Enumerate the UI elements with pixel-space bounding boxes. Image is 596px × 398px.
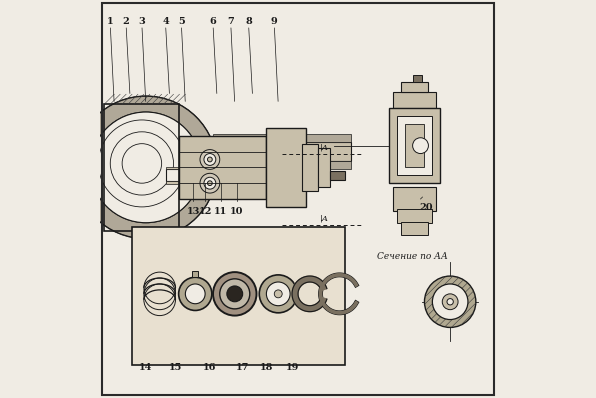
- Bar: [389, 108, 440, 183]
- Circle shape: [432, 284, 468, 320]
- Text: 1: 1: [107, 17, 114, 26]
- Circle shape: [74, 96, 217, 238]
- Text: 18: 18: [260, 363, 273, 372]
- Text: 5: 5: [178, 17, 185, 26]
- Circle shape: [207, 181, 212, 185]
- Bar: [318, 148, 330, 187]
- Bar: [104, 104, 179, 230]
- Circle shape: [91, 112, 201, 223]
- Text: |A: |A: [319, 215, 328, 223]
- Circle shape: [447, 298, 454, 305]
- Text: 11: 11: [215, 207, 228, 216]
- Circle shape: [185, 284, 205, 304]
- Text: 3: 3: [138, 17, 145, 26]
- Circle shape: [179, 277, 212, 310]
- Text: 19: 19: [285, 363, 299, 372]
- Circle shape: [442, 294, 458, 310]
- Bar: [397, 116, 432, 175]
- Circle shape: [220, 279, 250, 309]
- Text: Сечение по АА: Сечение по АА: [377, 252, 448, 261]
- Text: 20: 20: [420, 203, 433, 212]
- Circle shape: [227, 286, 243, 302]
- Circle shape: [207, 157, 212, 162]
- Circle shape: [266, 282, 290, 306]
- Bar: [302, 144, 318, 191]
- Circle shape: [274, 290, 282, 298]
- Text: 14: 14: [139, 363, 153, 372]
- Text: 15: 15: [169, 363, 182, 372]
- Text: 2: 2: [123, 17, 129, 26]
- Text: 16: 16: [203, 363, 216, 372]
- Circle shape: [200, 173, 220, 193]
- Bar: [397, 209, 432, 223]
- Bar: [405, 124, 424, 168]
- Text: 8: 8: [245, 17, 252, 26]
- Bar: [412, 74, 423, 82]
- Circle shape: [204, 154, 216, 166]
- Bar: [213, 134, 352, 142]
- Bar: [132, 227, 346, 365]
- Text: 7: 7: [228, 17, 234, 26]
- Circle shape: [412, 138, 429, 154]
- Bar: [192, 271, 198, 277]
- Text: 12: 12: [198, 207, 212, 216]
- Text: 10: 10: [230, 207, 244, 216]
- Bar: [401, 222, 429, 234]
- Bar: [401, 82, 429, 92]
- Text: 13: 13: [187, 207, 200, 216]
- Bar: [393, 92, 436, 108]
- Bar: [213, 162, 352, 170]
- Circle shape: [213, 272, 256, 316]
- Text: 17: 17: [236, 363, 249, 372]
- Text: 6: 6: [210, 17, 216, 26]
- Bar: [166, 181, 316, 184]
- Text: 9: 9: [271, 17, 278, 26]
- Text: |A: |A: [319, 144, 328, 152]
- Circle shape: [200, 150, 220, 170]
- Polygon shape: [292, 276, 327, 312]
- Bar: [166, 170, 316, 181]
- Wedge shape: [74, 96, 217, 238]
- Circle shape: [424, 276, 476, 328]
- Circle shape: [259, 275, 297, 313]
- Bar: [213, 142, 352, 162]
- Bar: [266, 128, 306, 207]
- Bar: [179, 136, 266, 199]
- Bar: [330, 171, 346, 180]
- Bar: [393, 187, 436, 211]
- Text: 4: 4: [162, 17, 169, 26]
- Bar: [166, 167, 316, 170]
- Circle shape: [204, 177, 216, 189]
